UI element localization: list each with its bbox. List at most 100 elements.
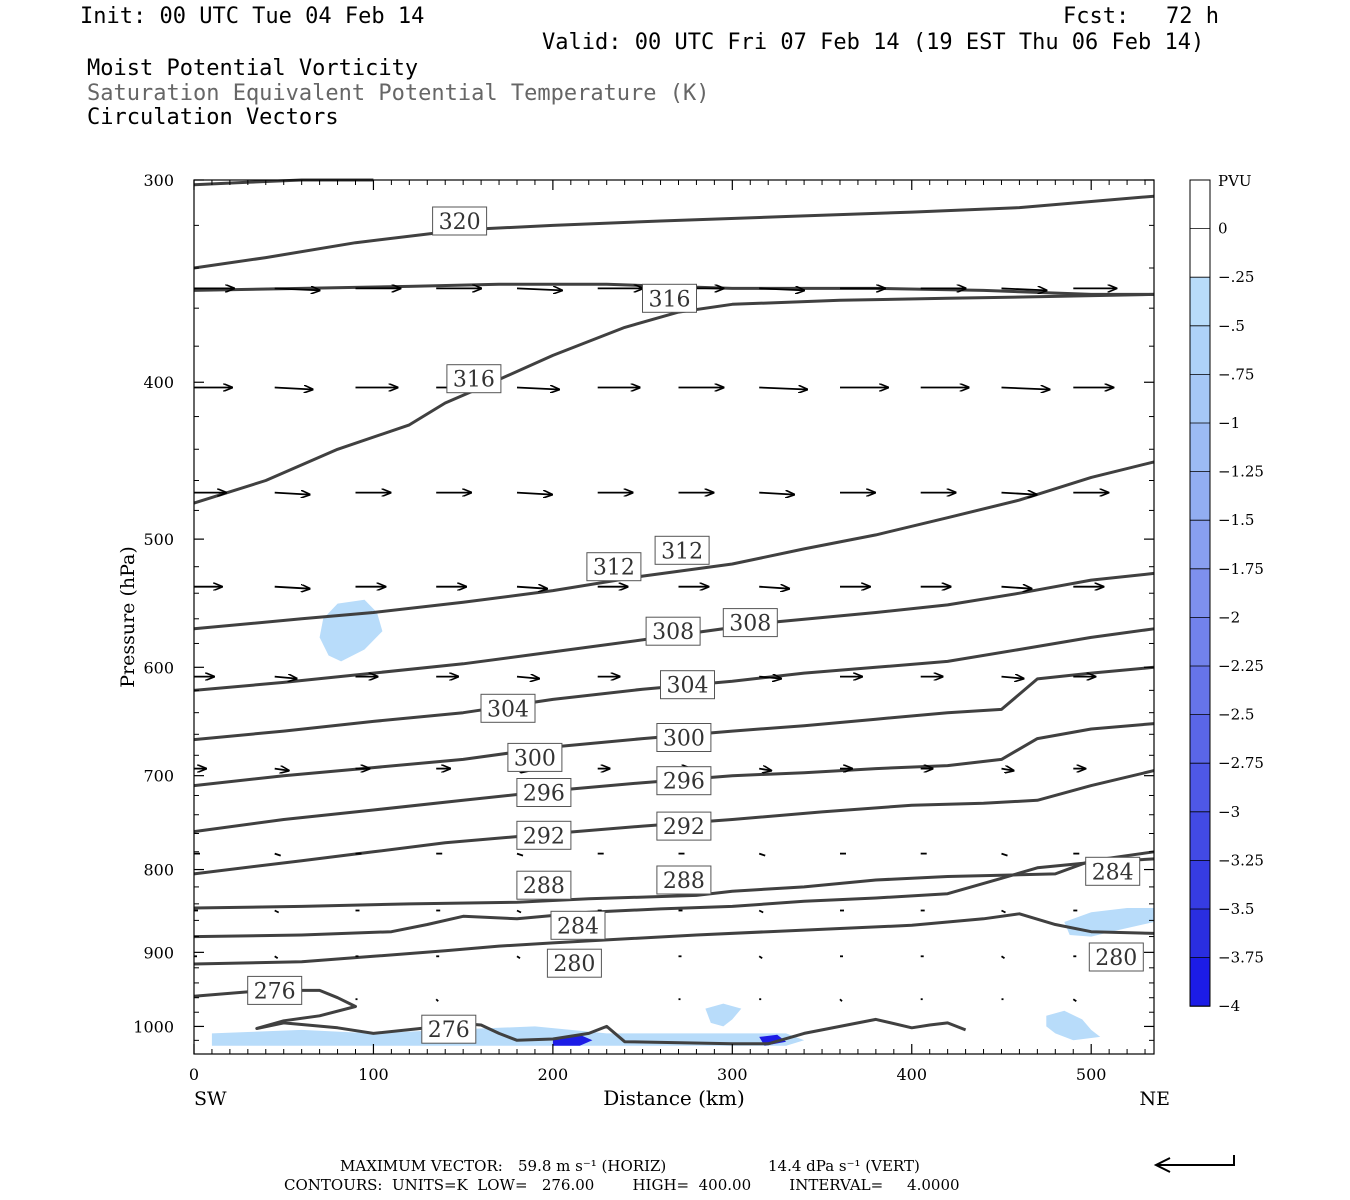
contour-label-7: 304 (480, 693, 536, 723)
contour-label-18: 284 (1085, 856, 1141, 886)
colorbar-segment-0 (1190, 180, 1210, 229)
contour-label-22: 276 (421, 1014, 477, 1044)
colorbar-label-0: 0 (1218, 220, 1228, 238)
svg-text:288: 288 (663, 869, 705, 894)
contour-label-20: 280 (1088, 942, 1144, 972)
contour-line-300-7 (193, 665, 1155, 788)
colorbar-label-9: −2.25 (1218, 657, 1264, 675)
circulation-vector-6-10 (1001, 852, 1008, 857)
contour-line-284-11 (193, 857, 1155, 939)
y-tick-label-1: 400 (143, 373, 174, 392)
svg-text:280: 280 (553, 952, 595, 977)
contour-line-288-10 (193, 850, 1155, 910)
colorbar-label-6: −1.5 (1218, 511, 1254, 529)
plot-frame (193, 179, 1155, 1055)
colorbar-segment-8 (1190, 568, 1210, 618)
contour-label-2: 316 (446, 364, 502, 394)
contour-labels: 320 316 316 312 312 308 308 304 304 300 300 296 296 2… (247, 206, 1144, 1044)
colorbar-segment-15 (1190, 909, 1210, 958)
reference-vector-icon (1153, 1155, 1235, 1173)
colorbar-segment-9 (1190, 617, 1210, 666)
svg-text:276: 276 (428, 1018, 470, 1043)
contour-line-316-3 (193, 292, 1155, 505)
circulation-vector-7-4 (516, 909, 522, 914)
colorbar-segment-16 (1190, 957, 1210, 1007)
colorbar-label-10: −2.5 (1218, 706, 1254, 724)
circulation-vector-9-7 (1072, 998, 1077, 1002)
max-vector-vert: 14.4 dPa s⁻¹ (VERT) (768, 1157, 920, 1175)
circulation-vector-1-10 (1001, 388, 1050, 390)
forecast-hour: 72 h (1166, 4, 1219, 29)
svg-text:296: 296 (663, 770, 705, 795)
contour-label-13: 292 (516, 820, 572, 850)
y-tick-label-4: 700 (143, 767, 174, 786)
y-tick-label-0: 300 (143, 171, 174, 190)
circulation-vector-2-4 (516, 493, 552, 495)
colorbar-label-12: −3 (1218, 803, 1240, 821)
svg-text:304: 304 (487, 697, 529, 722)
circulation-vector-1-4 (516, 388, 559, 390)
circulation-vector-2-10 (1001, 493, 1037, 495)
valid-time: Valid: 00 UTC Fri 07 Feb 14 (19 EST Thu … (542, 30, 1205, 55)
colorbar-segment-3 (1190, 325, 1210, 375)
field-title-theta-es: Saturation Equivalent Potential Temperat… (87, 81, 710, 106)
x-axis-title: Distance (km) (603, 1086, 745, 1110)
circulation-vector-4-7 (759, 677, 781, 679)
colorbar-segment-5 (1190, 423, 1210, 472)
circulation-vector-9-4 (839, 998, 843, 1002)
colorbar-segment-6 (1190, 471, 1210, 521)
contour-line-276-13 (193, 988, 967, 1046)
mpv-shade-region-2 (1046, 1010, 1101, 1041)
contour-line-304-6 (193, 627, 1155, 742)
max-vector-label: MAXIMUM VECTOR: (340, 1157, 503, 1175)
circulation-vector-6-1 (274, 852, 281, 857)
svg-text:288: 288 (523, 874, 565, 899)
circulation-vector-5-1 (274, 769, 289, 771)
colorbar-segment-14 (1190, 860, 1210, 909)
svg-text:276: 276 (254, 979, 296, 1004)
circulation-vector-0-1 (274, 288, 320, 290)
contour-label-15: 288 (516, 870, 572, 900)
svg-text:300: 300 (663, 727, 705, 752)
svg-text:320: 320 (439, 210, 481, 235)
contour-label-6: 308 (722, 608, 778, 638)
svg-text:284: 284 (557, 914, 599, 939)
circulation-vectors (194, 288, 1116, 1002)
circulation-vector-7-1 (274, 909, 280, 914)
x-tick-label-2: 200 (538, 1065, 569, 1084)
svg-text:304: 304 (667, 674, 709, 699)
x-tick-label-0: 0 (189, 1065, 199, 1084)
colorbar: 0 −.25 −.5 −.75 −1 −1.25 −1.5 −1.75 −2 −2.25 −2.5 −… (1189, 179, 1264, 1015)
colorbar-label-14: −3.5 (1218, 900, 1254, 918)
y-tick-label-3: 600 (143, 658, 174, 677)
mpv-shade-region-3 (705, 1003, 742, 1027)
contour-label-10: 300 (656, 723, 712, 752)
contour-label-19: 280 (546, 948, 602, 978)
circulation-vector-4-4 (516, 677, 539, 679)
contour-label-14: 292 (656, 811, 712, 841)
colorbar-segment-2 (1190, 277, 1210, 326)
colorbar-label-1: −.25 (1218, 268, 1254, 286)
x-end-label-ne: NE (1140, 1088, 1171, 1110)
colorbar-label-7: −1.75 (1218, 560, 1264, 578)
colorbar-label-13: −3.25 (1218, 851, 1264, 869)
colorbar-segment-12 (1190, 763, 1210, 812)
circulation-vector-3-1 (274, 587, 310, 589)
colorbar-label-16: −4 (1218, 997, 1240, 1015)
circulation-vector-3-10 (1001, 587, 1032, 589)
colorbar-segment-7 (1190, 520, 1210, 569)
circulation-vector-0-4 (516, 288, 562, 290)
forecast-label: Fcst: (1063, 4, 1130, 29)
circulation-vector-5-10 (1001, 769, 1014, 771)
colorbar-segment-1 (1190, 228, 1210, 278)
circulation-vector-8-10 (1001, 955, 1005, 960)
circulation-vector-5-7 (759, 769, 771, 771)
contour-line-320-1 (193, 194, 1155, 270)
svg-text:300: 300 (514, 746, 556, 771)
svg-text:280: 280 (1095, 946, 1137, 971)
circulation-vector-9-1 (435, 998, 439, 1002)
x-tick-label-5: 500 (1076, 1065, 1107, 1084)
contour-label-16: 288 (656, 865, 712, 895)
circulation-vector-1-1 (274, 388, 313, 390)
circulation-vector-0-10 (1001, 288, 1047, 290)
